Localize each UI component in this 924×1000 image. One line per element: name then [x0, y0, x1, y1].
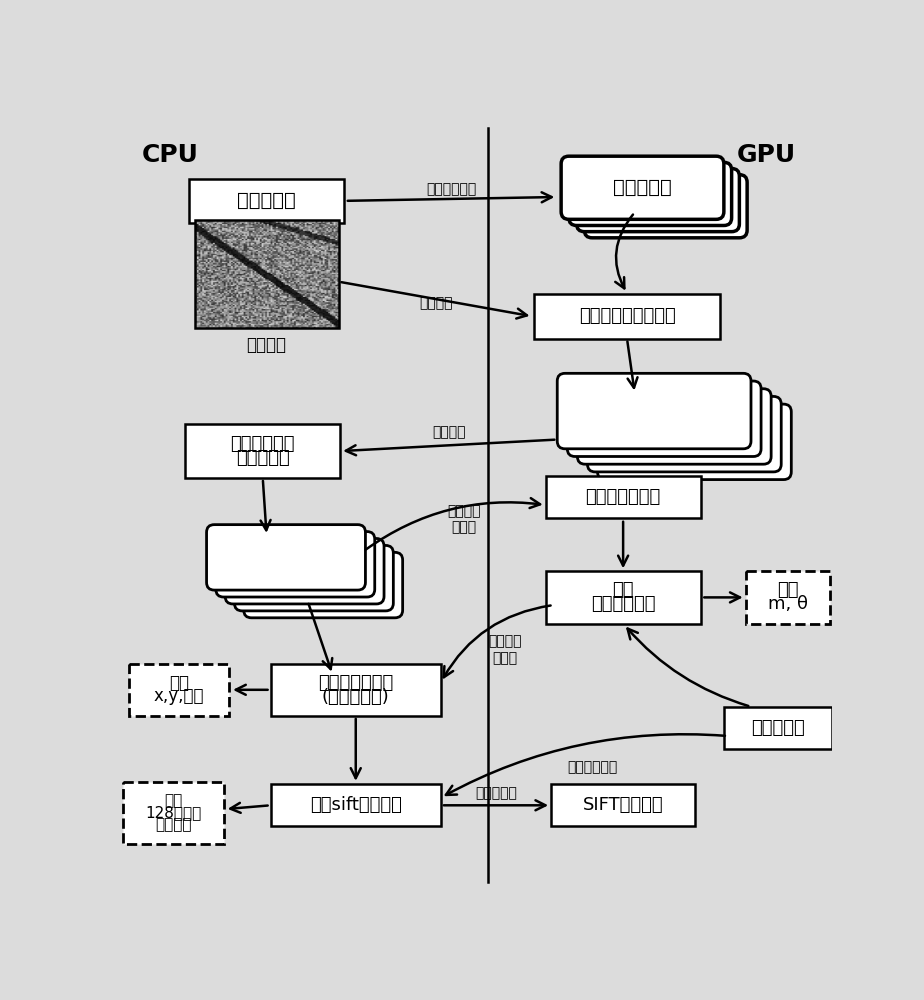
Text: 金字塔影像: 金字塔影像: [236, 449, 289, 467]
Text: 特征: 特征: [777, 581, 799, 599]
Text: SIFT特征匹配: SIFT特征匹配: [583, 796, 663, 814]
Text: 精确定位关键点: 精确定位关键点: [586, 488, 661, 506]
Bar: [195, 220, 339, 328]
Bar: [189, 179, 344, 223]
Bar: [723, 707, 833, 749]
Text: 128维归一: 128维归一: [145, 806, 201, 820]
Text: 高斯权函数: 高斯权函数: [751, 719, 805, 737]
FancyBboxPatch shape: [598, 404, 791, 480]
Bar: [747, 571, 830, 624]
Text: 上载卷积模板: 上载卷积模板: [426, 182, 476, 196]
Text: 建立高斯差分: 建立高斯差分: [230, 435, 295, 453]
Text: 建立高斯金字塔影像: 建立高斯金字塔影像: [578, 307, 675, 325]
FancyBboxPatch shape: [216, 532, 375, 597]
Text: 输入影像: 输入影像: [247, 336, 286, 354]
Text: 高斯核函数: 高斯核函数: [237, 191, 296, 210]
Text: 特征: 特征: [164, 794, 183, 809]
Text: x,y,尺度: x,y,尺度: [153, 687, 204, 705]
Bar: [552, 784, 695, 826]
FancyBboxPatch shape: [584, 175, 748, 238]
FancyBboxPatch shape: [207, 525, 365, 590]
Text: 化描述子: 化描述子: [155, 817, 192, 832]
Bar: [546, 476, 700, 518]
Text: 上载描述符: 上载描述符: [475, 786, 517, 800]
FancyBboxPatch shape: [588, 396, 781, 472]
FancyBboxPatch shape: [563, 158, 723, 218]
Text: 读回主存: 读回主存: [432, 425, 466, 439]
FancyBboxPatch shape: [557, 373, 751, 449]
Bar: [271, 664, 441, 716]
Text: 读回高斯权重: 读回高斯权重: [567, 760, 617, 774]
Bar: [123, 782, 224, 844]
Text: 提取sift特征向量: 提取sift特征向量: [310, 796, 402, 814]
Bar: [271, 784, 441, 826]
Text: GPU: GPU: [737, 143, 796, 167]
Bar: [128, 664, 229, 716]
Text: 提取: 提取: [613, 581, 634, 599]
Text: 关键点主方向: 关键点主方向: [590, 595, 655, 613]
Text: 常数存储器: 常数存储器: [614, 178, 672, 197]
Bar: [534, 294, 720, 339]
FancyBboxPatch shape: [577, 169, 739, 232]
Text: 读回关键
点信息: 读回关键 点信息: [488, 635, 521, 665]
FancyBboxPatch shape: [235, 545, 394, 611]
FancyBboxPatch shape: [578, 389, 772, 464]
Text: CPU: CPU: [141, 143, 198, 167]
Text: 候选特征点定位: 候选特征点定位: [318, 674, 394, 692]
Text: 上载影像: 上载影像: [419, 296, 453, 310]
Bar: [185, 424, 340, 478]
FancyBboxPatch shape: [244, 552, 403, 618]
Text: 上载特征
点信息: 上载特征 点信息: [447, 504, 481, 534]
FancyBboxPatch shape: [561, 156, 723, 219]
Bar: [546, 571, 700, 624]
Text: (位置，尺度): (位置，尺度): [322, 688, 390, 706]
Text: m, θ: m, θ: [768, 595, 808, 613]
FancyBboxPatch shape: [569, 162, 732, 225]
FancyBboxPatch shape: [225, 538, 384, 604]
FancyBboxPatch shape: [567, 381, 761, 456]
Text: 特征: 特征: [169, 674, 189, 692]
